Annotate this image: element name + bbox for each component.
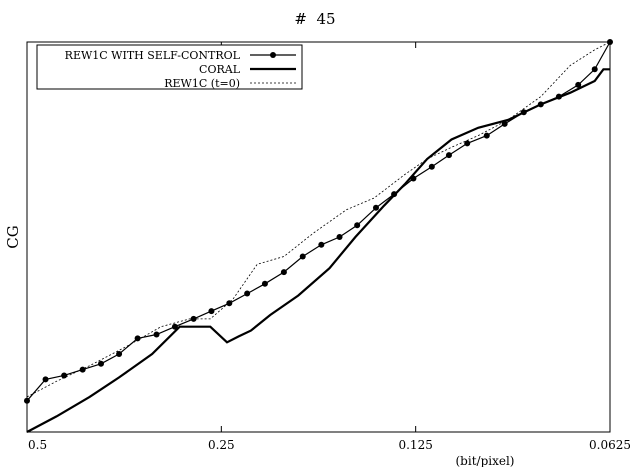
data-point (372, 204, 379, 211)
data-point (464, 140, 471, 147)
data-point (42, 376, 49, 383)
series-2 (26, 68, 610, 433)
series-1 (24, 39, 613, 404)
series-3 (26, 41, 611, 398)
data-point (607, 39, 613, 45)
x-tick-label: 0.0625 (589, 438, 630, 452)
legend-marker (270, 52, 276, 58)
x-tick-label: 0.25 (208, 438, 235, 452)
legend-label: CORAL (199, 63, 241, 76)
data-point (79, 366, 86, 373)
data-point (61, 372, 68, 379)
x-axis-label: (bit/pixel) (456, 454, 515, 467)
series-line (26, 41, 611, 402)
data-point (280, 269, 287, 276)
data-point (575, 81, 582, 88)
chart-title: # 45 (294, 10, 335, 28)
data-point (261, 280, 268, 287)
data-point (483, 132, 490, 139)
series-line (26, 41, 611, 398)
legend-box (36, 44, 303, 90)
data-point (445, 152, 452, 159)
x-tick-label: 0.125 (398, 438, 432, 452)
data-point (98, 360, 105, 367)
data-point (24, 397, 30, 404)
data-point (244, 290, 251, 297)
x-tick-label: 0.5 (28, 438, 47, 452)
plot-frame (26, 41, 611, 433)
data-point (428, 163, 435, 170)
data-point (591, 66, 598, 73)
series-layer (24, 39, 613, 433)
data-point (208, 308, 215, 315)
data-point (116, 351, 123, 357)
y-axis-label: CG (4, 225, 22, 248)
data-point (299, 253, 306, 260)
data-point (171, 323, 178, 330)
data-point (354, 222, 361, 229)
data-point (336, 234, 343, 240)
data-point (318, 241, 325, 248)
legend-label: REW1C WITH SELF-CONTROL (65, 49, 241, 62)
legend-label: REW1C (t=0) (164, 77, 240, 90)
data-point (153, 331, 160, 338)
data-point (134, 335, 141, 342)
series-line (26, 68, 610, 433)
data-point (226, 300, 233, 307)
